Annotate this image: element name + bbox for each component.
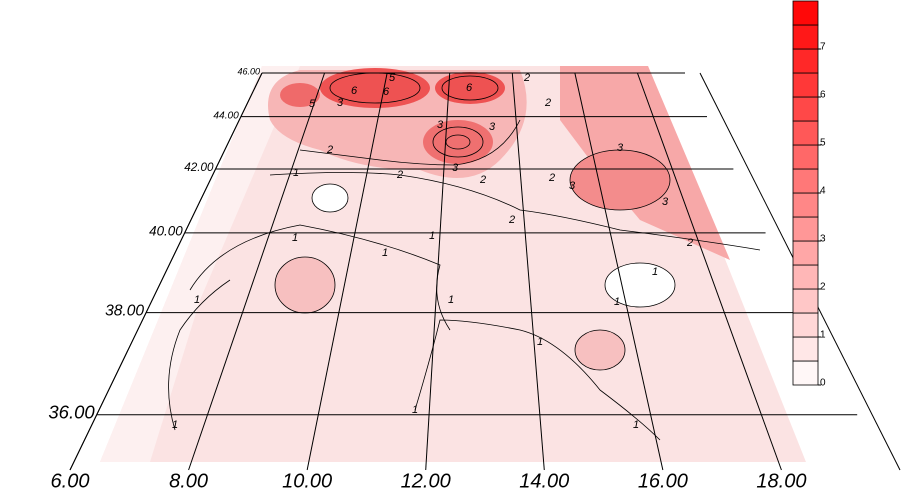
x-tick-label: 6.00 (51, 470, 90, 492)
y-tick-label: 38.00 (105, 303, 144, 320)
contour-label: 1 (448, 294, 454, 306)
colorbar: 0 1 2 3 4 5 6 7 (792, 0, 826, 389)
x-tick-label: 12.00 (401, 470, 451, 492)
contour-label: 1 (412, 404, 418, 416)
colorbar-label: 3 (820, 234, 826, 245)
x-tick-label: 8.00 (169, 470, 208, 492)
colorbar-cell (792, 0, 819, 26)
colorbar-cell (792, 240, 819, 266)
contour-label: 2 (686, 237, 693, 249)
grid-line (306, 72, 388, 471)
colorbar-cell (792, 48, 819, 74)
contour-label: 1 (652, 266, 658, 278)
grid-line (511, 72, 545, 471)
grid-line (188, 72, 326, 471)
contour-label: 2 (508, 214, 515, 226)
x-tick-label: 14.00 (519, 470, 569, 492)
contour-line (311, 183, 349, 213)
colorbar-cell (792, 192, 819, 218)
colorbar-cell (792, 288, 819, 314)
contour-label: 3 (452, 162, 459, 174)
colorbar-label: 1 (820, 330, 826, 341)
contour-label: 3 (662, 196, 669, 208)
peak (280, 83, 320, 107)
colorbar-cell (792, 72, 819, 98)
hole (312, 184, 348, 212)
y-tick-label: 44.00 (213, 110, 239, 121)
contour-label: 3 (489, 121, 496, 133)
contour-line (269, 172, 761, 251)
colorbar-label: 4 (820, 186, 826, 197)
contour-label: 5 (309, 98, 316, 110)
light-fill (100, 66, 300, 462)
colorbar-cell (792, 168, 819, 194)
colorbar-cell (792, 96, 819, 122)
x-tick-label: 16.00 (638, 470, 688, 492)
y-tick-label: 46.00 (237, 66, 260, 76)
contour-label: 3 (617, 142, 624, 154)
contour-label: 3 (437, 119, 444, 131)
grid-line (69, 72, 263, 471)
peak (435, 72, 505, 104)
colorbar-cell (792, 120, 819, 146)
contour-label: 2 (396, 169, 403, 181)
contour-label: 2 (544, 97, 551, 109)
colorbar-cell (792, 336, 819, 362)
x-tick-label: 18.00 (756, 470, 806, 492)
contour-line (299, 119, 521, 166)
contour-line (432, 126, 484, 158)
blob (575, 330, 625, 370)
colorbar-label: 0 (820, 378, 826, 389)
contour-label: 1 (614, 296, 620, 308)
contour-line (569, 149, 671, 211)
colorbar-cell (792, 360, 819, 386)
contour-label: 1 (382, 247, 388, 259)
grid-line (425, 72, 451, 471)
colorbar-cell (792, 24, 819, 50)
contour-label: 2 (479, 174, 486, 186)
blob (275, 257, 335, 313)
contour-label: 3 (337, 97, 344, 109)
colorbar-label: 5 (820, 138, 826, 149)
y-tick-label: 42.00 (184, 161, 214, 174)
contour-line (574, 329, 626, 371)
contour-label: 1 (633, 419, 639, 431)
contour-label: 1 (537, 336, 543, 348)
colorbar-cell (792, 144, 819, 170)
contour-label: 6 (351, 85, 358, 97)
contour-label: 2 (523, 72, 530, 84)
contour-label: 1 (194, 294, 200, 306)
grid-line (574, 72, 664, 471)
y-tick-label: 40.00 (149, 223, 183, 238)
contour-label: 6 (383, 86, 390, 98)
y-tick-label: 36.00 (48, 402, 95, 423)
contour-labels: 1 1 1 1 1 1 1 1 1 1 1 1 2 2 2 2 2 2 2 2 … (172, 72, 693, 431)
hole (605, 263, 675, 307)
grid-line (636, 72, 782, 471)
contour-label: 1 (172, 419, 178, 431)
colorbar-cell (792, 312, 819, 338)
colorbar-cell (792, 216, 819, 242)
x-tick-label: 10.00 (282, 470, 332, 492)
contour-line (441, 75, 499, 101)
contour-label: 2 (326, 144, 333, 156)
contour-label: 1 (293, 167, 299, 179)
contour-label: 3 (569, 180, 576, 192)
contour-label: 6 (466, 82, 473, 94)
colorbar-cell (792, 264, 819, 290)
colorbar-label: 2 (820, 282, 826, 293)
colorbar-label: 6 (820, 90, 826, 101)
contour-line (604, 262, 676, 308)
contour-line (168, 279, 231, 431)
contour-label: 1 (292, 232, 298, 244)
contour-label: 5 (389, 72, 396, 84)
colorbar-label: 7 (820, 42, 826, 53)
shading (100, 66, 806, 462)
peak (320, 68, 430, 108)
contour-label: 2 (548, 172, 555, 184)
contour-label: 1 (429, 230, 435, 242)
